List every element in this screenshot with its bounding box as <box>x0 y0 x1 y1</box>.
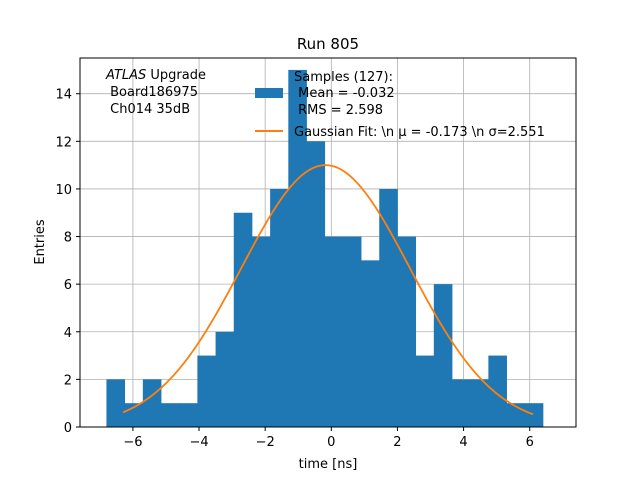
atlas-annotation: ATLAS Upgrade Board186975 Ch014 35dB <box>105 68 206 117</box>
histogram-bar <box>161 403 180 427</box>
x-tick-label: 0 <box>327 435 335 450</box>
legend-samples-line-3: RMS = 2.598 <box>294 103 383 118</box>
x-tick-label: −2 <box>256 435 275 450</box>
gaussian-fit <box>122 164 534 416</box>
histogram-bar <box>379 188 398 427</box>
histogram-bar <box>524 403 544 427</box>
legend-samples-patch <box>255 88 283 98</box>
histogram-bar <box>233 212 253 427</box>
histogram-bar <box>361 260 380 427</box>
y-tick-label: 14 <box>55 88 72 103</box>
histogram-bar <box>197 355 216 427</box>
x-tick-label: 6 <box>526 435 534 450</box>
legend-samples-line-2: Mean = -0.032 <box>294 86 395 101</box>
histogram-bar <box>251 236 271 427</box>
histogram-bar <box>324 236 344 427</box>
annotation-board: Board186975 <box>106 85 198 100</box>
histogram-bar <box>306 141 326 428</box>
histogram-bar <box>215 331 235 427</box>
histogram-bar <box>142 379 162 427</box>
x-axis-label: time [ns] <box>299 457 358 472</box>
x-tick-label: 2 <box>393 435 401 450</box>
x-tick-label: 4 <box>459 435 467 450</box>
annotation-channel: Ch014 35dB <box>106 102 190 117</box>
legend: Samples (127): Mean = -0.032 RMS = 2.598… <box>255 70 545 140</box>
legend-samples-line-1: Samples (127): <box>294 70 393 85</box>
histogram-bar <box>452 379 471 427</box>
y-tick-label: 10 <box>55 183 72 198</box>
y-tick-label: 4 <box>64 326 72 341</box>
legend-fit-label: Gaussian Fit: \n μ = -0.173 \n σ=2.551 <box>294 125 545 140</box>
histogram-bar <box>342 236 362 427</box>
axis-ticks: −6 −4 −2 0 2 4 6 0 2 4 6 8 10 12 14 <box>55 88 533 450</box>
x-tick-label: −6 <box>123 435 142 450</box>
y-axis-label: Entries <box>33 219 48 265</box>
x-tick-label: −4 <box>189 435 208 450</box>
chart-title: Run 805 <box>297 35 359 53</box>
histogram-bar <box>270 188 289 427</box>
gaussian-fit-curve <box>122 164 534 416</box>
annotation-upgrade: Upgrade <box>146 68 206 83</box>
histogram-bar <box>288 69 307 427</box>
plot-frame <box>79 57 577 428</box>
y-tick-label: 0 <box>64 421 72 436</box>
histogram-bar <box>397 236 417 427</box>
y-tick-label: 2 <box>64 373 72 388</box>
histogram-bars <box>106 69 544 428</box>
histogram-bar <box>415 355 435 427</box>
histogram-bar <box>106 379 126 427</box>
histogram-bar <box>179 403 198 427</box>
histogram-bar <box>470 379 489 427</box>
y-tick-label: 6 <box>64 278 72 293</box>
histogram-bar <box>488 355 507 427</box>
y-tick-label: 12 <box>55 135 72 150</box>
y-tick-label: 8 <box>64 231 72 246</box>
annotation-line-1: ATLAS Upgrade <box>105 68 206 83</box>
histogram-bar <box>433 284 453 427</box>
annotation-atlas: ATLAS <box>105 68 146 83</box>
